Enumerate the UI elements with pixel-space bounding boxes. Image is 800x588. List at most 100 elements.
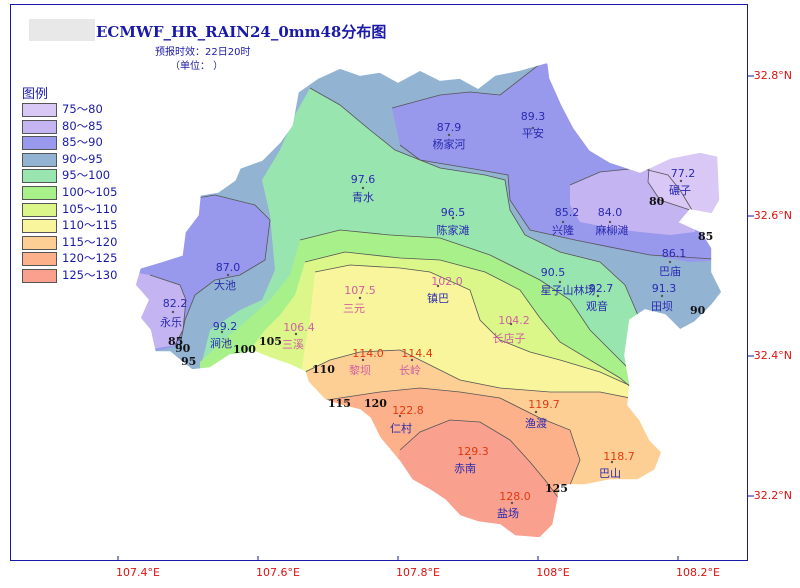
legend-label: 105～110 bbox=[62, 201, 118, 216]
legend-title: 图例 bbox=[22, 87, 49, 102]
region-boundary bbox=[134, 60, 723, 539]
legend-swatch bbox=[22, 269, 57, 283]
station-name: 杨家河 bbox=[433, 137, 466, 151]
station-name: 镇巴 bbox=[427, 291, 449, 305]
station-value: 90.5 bbox=[541, 266, 566, 279]
station: 96.5 陈家滩 bbox=[437, 206, 470, 237]
station-value: 97.6 bbox=[351, 173, 376, 186]
station-name: 长店子 bbox=[493, 331, 526, 345]
contour-lines bbox=[135, 62, 722, 501]
station: 89.3 平安 bbox=[521, 110, 546, 140]
legend-swatch bbox=[22, 152, 57, 167]
station: 102.0 镇巴 bbox=[427, 275, 463, 305]
station-value: 84.0 bbox=[598, 206, 623, 219]
lon-label: 107.8°E bbox=[396, 566, 440, 579]
station-name: 长岭 bbox=[399, 363, 421, 377]
station: 106.4 三溪 bbox=[282, 321, 315, 351]
station-name: 兴隆 bbox=[552, 223, 574, 237]
station: 118.7 巴山 bbox=[599, 450, 635, 480]
contour-label: 90 bbox=[690, 304, 706, 317]
legend-label: 115～120 bbox=[62, 234, 118, 249]
redacted-logo bbox=[29, 19, 95, 41]
legend-label: 110～115 bbox=[62, 218, 118, 233]
station-value: 128.0 bbox=[499, 490, 531, 503]
contour-label: 105 bbox=[259, 335, 282, 348]
legend-label: 80～85 bbox=[62, 118, 103, 133]
station-value: 107.5 bbox=[344, 284, 376, 297]
station-name: 盐场 bbox=[497, 506, 519, 520]
legend-swatch bbox=[22, 136, 57, 151]
station-value: 91.3 bbox=[652, 282, 677, 295]
station-value: 77.2 bbox=[671, 167, 696, 180]
station-value: 119.7 bbox=[528, 398, 560, 411]
station-value: 92.7 bbox=[589, 282, 614, 295]
station: 77.2 碾子 bbox=[669, 167, 695, 197]
legend-swatch bbox=[22, 103, 57, 117]
legend-label: 75～80 bbox=[62, 102, 103, 116]
contour-label: 100 bbox=[233, 343, 256, 356]
station-value: 86.1 bbox=[662, 247, 687, 260]
contour-label: 95 bbox=[181, 355, 196, 368]
station: 85.2 兴隆 bbox=[552, 206, 579, 237]
lat-label: 32.6°N bbox=[753, 209, 792, 222]
station: 129.3 赤南 bbox=[454, 445, 489, 475]
contour-label: 115 bbox=[328, 397, 351, 410]
station-name: 陈家滩 bbox=[437, 223, 470, 237]
lon-label: 107.4°E bbox=[116, 566, 160, 579]
contour-label: 125 bbox=[545, 482, 568, 495]
station-name: 大池 bbox=[214, 278, 236, 292]
station-name: 麻柳滩 bbox=[596, 223, 629, 237]
legend-swatch bbox=[22, 235, 57, 250]
station-value: 89.3 bbox=[521, 110, 546, 123]
station: 114.4 长岭 bbox=[399, 347, 433, 377]
station-name: 平安 bbox=[522, 126, 544, 140]
contour-label: 85 bbox=[698, 230, 713, 243]
lat-label: 32.2°N bbox=[753, 489, 792, 502]
station: 87.0 大池 bbox=[214, 261, 240, 292]
station-name: 巴庙 bbox=[659, 264, 681, 278]
forecast-time-label: 预报时效：22日20时 bbox=[155, 47, 251, 58]
legend-swatch bbox=[22, 169, 57, 184]
legend-swatch bbox=[22, 219, 57, 234]
station-value: 87.0 bbox=[216, 261, 241, 274]
station-name: 星子山林场 bbox=[541, 283, 596, 297]
legend-label: 90～95 bbox=[62, 151, 103, 166]
station-name: 三元 bbox=[343, 302, 365, 315]
station-value: 104.2 bbox=[498, 314, 530, 327]
station-value: 96.5 bbox=[441, 206, 466, 219]
map-title: ECMWF_HR_RAIN24_0mm48分布图 bbox=[96, 23, 387, 41]
legend-swatch bbox=[22, 252, 57, 267]
legend-label: 95～100 bbox=[62, 168, 111, 183]
contour-label: 110 bbox=[312, 363, 335, 376]
station-value: 102.0 bbox=[431, 275, 463, 288]
station: 122.8 仁村 bbox=[390, 404, 424, 435]
legend-swatch bbox=[22, 186, 57, 200]
legend-label: 85～90 bbox=[62, 135, 103, 150]
legend-label: 125～130 bbox=[62, 268, 118, 282]
station: 86.1 巴庙 bbox=[659, 247, 686, 278]
station-value: 85.2 bbox=[555, 206, 580, 219]
station: 114.0 黎坝 bbox=[349, 347, 384, 377]
station-name: 永乐 bbox=[160, 315, 182, 329]
legend-swatch bbox=[22, 119, 57, 134]
station-name: 观音 bbox=[586, 299, 608, 313]
station-name: 碾子 bbox=[669, 184, 691, 197]
unit-label: （单位： ） bbox=[170, 61, 224, 72]
band-75-80 bbox=[648, 145, 722, 218]
station-value: 114.4 bbox=[401, 347, 433, 360]
contour-label-group: 80 85 85 90 90 95 100 105 110 115 120 12… bbox=[168, 195, 713, 495]
contour-label: 80 bbox=[649, 195, 665, 208]
lon-label: 107.6°E bbox=[256, 566, 300, 579]
contour-label: 120 bbox=[364, 397, 387, 410]
station-name: 三溪 bbox=[282, 338, 304, 351]
station: 99.2 涧池 bbox=[210, 320, 237, 350]
station: 82.2 永乐 bbox=[160, 297, 187, 329]
station: 87.9 杨家河 bbox=[433, 121, 466, 151]
station: 91.3 田坝 bbox=[651, 282, 676, 313]
station-value: 106.4 bbox=[283, 321, 315, 334]
contour-label: 90 bbox=[175, 342, 191, 355]
lon-label: 108.2°E bbox=[676, 566, 720, 579]
axis-ticks bbox=[117, 75, 754, 561]
